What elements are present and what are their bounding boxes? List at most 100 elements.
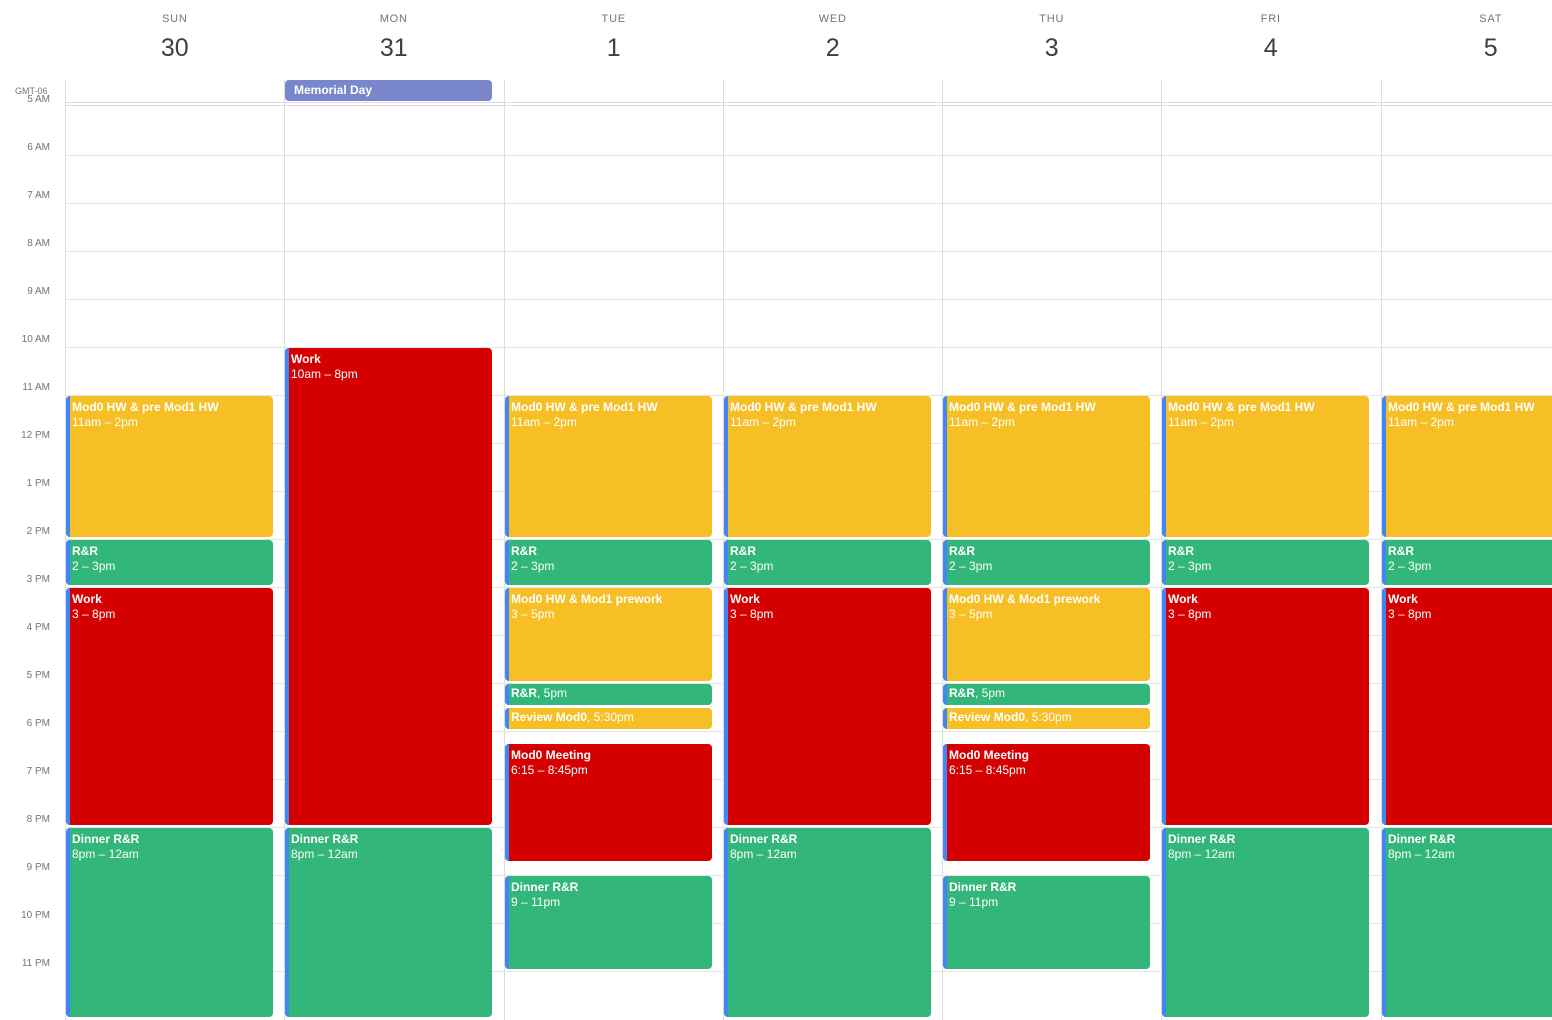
calendar-event[interactable]: R&R 2 – 3pm	[505, 540, 712, 585]
hour-gridline	[65, 395, 1552, 396]
event-time: 2 – 3pm	[511, 559, 555, 573]
calendar-event[interactable]: R&R 2 – 3pm	[724, 540, 931, 585]
event-time: 11am – 2pm	[949, 415, 1015, 429]
calendar-event[interactable]: R&R 2 – 3pm	[1382, 540, 1552, 585]
calendar-event[interactable]: Work 3 – 8pm	[1162, 588, 1369, 825]
day-number-button[interactable]: 3	[1044, 34, 1059, 62]
event-time: 2 – 3pm	[72, 559, 116, 573]
hour-label: 11 PM	[21, 958, 50, 969]
calendar-event[interactable]: Mod0 Meeting 6:15 – 8:45pm	[505, 744, 712, 861]
hour-label: 7 AM	[27, 190, 50, 201]
event-time: 9 – 11pm	[949, 895, 999, 909]
calendar-event[interactable]: Mod0 HW & pre Mod1 HW 11am – 2pm	[943, 396, 1150, 537]
event-title: R&R	[511, 686, 537, 700]
calendar-event[interactable]: Mod0 HW & pre Mod1 HW 11am – 2pm	[1382, 396, 1552, 537]
event-title: Mod0 HW & pre Mod1 HW	[511, 400, 658, 414]
calendar-event[interactable]: Work 3 – 8pm	[1382, 588, 1552, 825]
calendar-event[interactable]: R&R, 5pm	[943, 684, 1150, 705]
day-number-button[interactable]: 4	[1263, 34, 1278, 62]
event-title: Mod0 Meeting	[949, 748, 1029, 762]
day-of-week-label: WED	[818, 13, 847, 25]
calendar-event[interactable]: Dinner R&R 8pm – 12am	[285, 828, 492, 1017]
event-title: Dinner R&R	[730, 832, 798, 846]
day-column-divider	[723, 80, 724, 1020]
hour-gridline	[65, 251, 1552, 252]
hour-label: 5 PM	[26, 670, 50, 681]
calendar-event[interactable]: R&R 2 – 3pm	[943, 540, 1150, 585]
day-column-divider	[65, 80, 66, 1020]
calendar-event[interactable]: R&R 2 – 3pm	[66, 540, 273, 585]
event-title: Mod0 HW & pre Mod1 HW	[72, 400, 219, 414]
calendar-event[interactable]: Review Mod0, 5:30pm	[505, 708, 712, 729]
event-title: R&R	[730, 544, 756, 558]
event-time: 11am – 2pm	[1168, 415, 1234, 429]
event-title: Dinner R&R	[72, 832, 140, 846]
hour-label: 8 PM	[26, 814, 50, 825]
hour-gridline	[65, 587, 1552, 588]
event-title: R&R	[949, 544, 975, 558]
hour-label: 10 AM	[21, 334, 50, 345]
calendar-event[interactable]: Work 10am – 8pm	[285, 348, 492, 825]
all-day-divider	[65, 105, 1552, 106]
calendar-event[interactable]: Dinner R&R 8pm – 12am	[1162, 828, 1369, 1017]
event-separator: ,	[1025, 710, 1032, 724]
event-separator: ,	[587, 710, 594, 724]
event-separator: ,	[975, 686, 982, 700]
hour-label: 5 AM	[27, 94, 50, 105]
event-time: 5pm	[981, 686, 1006, 700]
day-of-week-label: MON	[379, 13, 408, 25]
calendar-event[interactable]: Mod0 HW & pre Mod1 HW 11am – 2pm	[66, 396, 273, 537]
calendar-event[interactable]: Work 3 – 8pm	[724, 588, 931, 825]
calendar-event[interactable]: Review Mod0, 5:30pm	[943, 708, 1150, 729]
day-number-button[interactable]: 30	[160, 34, 189, 62]
calendar-event[interactable]: Mod0 HW & pre Mod1 HW 11am – 2pm	[724, 396, 931, 537]
calendar-event[interactable]: Mod0 HW & pre Mod1 HW 11am – 2pm	[505, 396, 712, 537]
event-time: 5:30pm	[1031, 710, 1072, 724]
all-day-event[interactable]: Memorial Day	[285, 80, 492, 101]
event-time: 11am – 2pm	[72, 415, 138, 429]
hour-gridline	[65, 347, 1552, 348]
hour-label: 10 PM	[21, 910, 50, 921]
hour-label: 9 PM	[26, 862, 50, 873]
event-title: Mod0 HW & Mod1 prework	[949, 592, 1101, 606]
event-time: 3 – 8pm	[1388, 607, 1432, 621]
event-title: R&R	[1388, 544, 1414, 558]
calendar-event[interactable]: Dinner R&R 8pm – 12am	[724, 828, 931, 1017]
calendar-event[interactable]: Dinner R&R 8pm – 12am	[1382, 828, 1552, 1017]
day-of-week-label: SAT	[1479, 13, 1503, 25]
calendar-event[interactable]: Work 3 – 8pm	[66, 588, 273, 825]
event-title: Work	[72, 592, 102, 606]
hour-label: 3 PM	[26, 574, 50, 585]
day-number-button[interactable]: 2	[825, 34, 840, 62]
event-time: 3 – 5pm	[511, 607, 555, 621]
day-number-button[interactable]: 31	[379, 34, 408, 62]
event-title: Mod0 HW & pre Mod1 HW	[949, 400, 1096, 414]
hour-gridline	[65, 827, 1552, 828]
event-title: Mod0 HW & Mod1 prework	[511, 592, 663, 606]
calendar-event[interactable]: Mod0 HW & Mod1 prework 3 – 5pm	[943, 588, 1150, 681]
calendar-event[interactable]: Mod0 HW & Mod1 prework 3 – 5pm	[505, 588, 712, 681]
event-time: 3 – 5pm	[949, 607, 993, 621]
hour-label: 2 PM	[26, 526, 50, 537]
hour-gridline	[65, 155, 1552, 156]
calendar-event[interactable]: Dinner R&R 9 – 11pm	[505, 876, 712, 969]
hour-label: 1 PM	[26, 478, 50, 489]
event-title: Review Mod0	[511, 710, 588, 724]
calendar-event[interactable]: R&R, 5pm	[505, 684, 712, 705]
day-number-button[interactable]: 1	[606, 34, 621, 62]
event-time: 2 – 3pm	[730, 559, 774, 573]
event-title: Mod0 HW & pre Mod1 HW	[1168, 400, 1315, 414]
day-number-button[interactable]: 5	[1483, 34, 1498, 62]
day-column-divider	[942, 80, 943, 1020]
event-time: 2 – 3pm	[949, 559, 993, 573]
calendar-event[interactable]: R&R 2 – 3pm	[1162, 540, 1369, 585]
event-title: R&R	[72, 544, 98, 558]
calendar-event[interactable]: Mod0 Meeting 6:15 – 8:45pm	[943, 744, 1150, 861]
event-time: 9 – 11pm	[511, 895, 561, 909]
calendar-event[interactable]: Mod0 HW & pre Mod1 HW 11am – 2pm	[1162, 396, 1369, 537]
day-of-week-label: FRI	[1260, 13, 1281, 25]
hour-label: 7 PM	[26, 766, 50, 777]
event-title: Dinner R&R	[1388, 832, 1456, 846]
calendar-event[interactable]: Dinner R&R 9 – 11pm	[943, 876, 1150, 969]
calendar-event[interactable]: Dinner R&R 8pm – 12am	[66, 828, 273, 1017]
